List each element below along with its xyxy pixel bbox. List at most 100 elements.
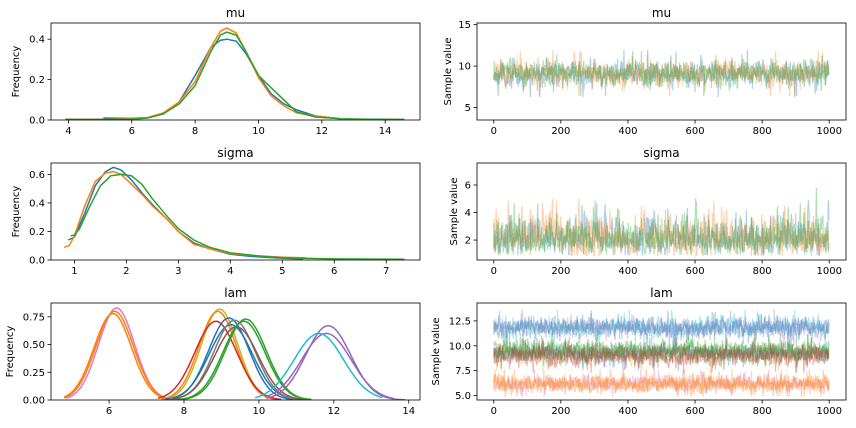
- trace-line: [493, 369, 830, 398]
- x-tick-label: 6: [129, 126, 135, 137]
- kde-line: [70, 173, 405, 260]
- x-tick-label: 600: [685, 406, 704, 417]
- y-tick-label: 4: [465, 208, 471, 219]
- kde-line: [165, 323, 297, 400]
- mu-kde-panel: 4 6 8 10 12 14 0.0 0.2 0.4 mu Frequency: [11, 6, 421, 137]
- kde-line: [176, 320, 312, 400]
- x-tick-label: 4: [227, 266, 233, 277]
- x-tick-label: 200: [551, 406, 570, 417]
- axes-frame: [476, 302, 847, 401]
- mu-trace-series: [493, 49, 830, 98]
- y-tick-label: 7.5: [455, 366, 471, 377]
- trace-line: [493, 369, 830, 397]
- kde-line: [63, 170, 306, 259]
- x-tick-label: 10: [253, 406, 266, 417]
- x-tick-label: 1000: [817, 406, 842, 417]
- trace-line: [493, 51, 830, 97]
- y-axis-label: Sample value: [443, 38, 454, 106]
- kde-line: [266, 332, 394, 400]
- x-tick-label: 4: [65, 126, 71, 137]
- y-axis-label: Frequency: [11, 46, 22, 98]
- y-tick-label: 0.50: [23, 340, 45, 351]
- trace-line: [493, 187, 830, 256]
- trace-line: [493, 309, 830, 347]
- x-tick-label: 3: [175, 266, 181, 277]
- trace-line: [493, 310, 830, 344]
- sigma-trace-series: [493, 187, 830, 258]
- trace-line: [493, 337, 830, 371]
- lam-trace-panel: 0 200 400 600 800 1000 5.0 7.5 10.0 12.5 lam Sample…: [431, 286, 847, 417]
- kde-line: [176, 318, 312, 400]
- x-tick-label: 5: [279, 266, 285, 277]
- kde-line: [103, 38, 338, 120]
- y-tick-label: 10: [458, 62, 471, 73]
- x-tick-label: 14: [402, 406, 415, 417]
- trace-line: [493, 333, 830, 368]
- lam-kde-series: [63, 307, 406, 400]
- x-tick-label: 0: [491, 126, 497, 137]
- x-tick-label: 800: [753, 126, 772, 137]
- kde-line: [161, 310, 282, 400]
- x-tick-label: 400: [618, 266, 637, 277]
- y-tick-label: 10.0: [449, 341, 471, 352]
- x-tick-label: 0: [491, 266, 497, 277]
- x-tick-label: 400: [618, 406, 637, 417]
- chart-title: sigma: [217, 146, 253, 160]
- y-tick-label: 15: [458, 20, 471, 31]
- y-tick-label: 0.4: [29, 35, 45, 46]
- lam-kde-panel: 6 8 10 12 14 0.00 0.25 0.50 0.75 lam Frequency: [5, 286, 421, 417]
- x-tick-label: 6: [331, 266, 337, 277]
- x-tick-label: 14: [379, 126, 392, 137]
- kde-line: [255, 332, 383, 399]
- axes-frame: [476, 162, 847, 261]
- trace-line: [493, 340, 830, 373]
- kde-line: [67, 166, 304, 260]
- kde-line: [65, 307, 173, 400]
- x-tick-label: 1: [71, 266, 77, 277]
- x-tick-label: 6: [106, 406, 112, 417]
- y-tick-label: 5.0: [455, 391, 471, 402]
- chart-title: mu: [652, 6, 671, 20]
- x-tick-label: 0: [491, 406, 497, 417]
- y-axis-label: Sample value: [449, 178, 460, 246]
- x-tick-label: 1000: [817, 266, 842, 277]
- trace-line: [493, 200, 830, 256]
- x-tick-label: 12: [315, 126, 328, 137]
- trace-line: [493, 369, 830, 397]
- y-tick-label: 0.75: [23, 312, 45, 323]
- lam-trace-series: [493, 309, 830, 398]
- trace-line: [493, 337, 830, 368]
- y-tick-label: 5: [465, 103, 471, 114]
- trace-line: [493, 340, 830, 371]
- kde-line: [65, 27, 341, 120]
- mu-trace-panel: 0 200 400 600 800 1000 5 10 15 mu Sample value: [443, 6, 847, 137]
- chart-title: lam: [650, 286, 672, 300]
- y-tick-label: 0.6: [29, 170, 45, 181]
- x-tick-label: 8: [181, 406, 187, 417]
- axes-frame: [476, 22, 847, 121]
- x-tick-label: 8: [192, 126, 198, 137]
- y-tick-label: 0.2: [29, 227, 45, 238]
- x-tick-label: 10: [252, 126, 265, 137]
- kde-line: [157, 320, 282, 400]
- y-axis-label: Sample value: [431, 318, 442, 386]
- x-tick-label: 12: [327, 406, 340, 417]
- y-axis-label: Frequency: [11, 186, 22, 238]
- axes-frame: [50, 162, 421, 261]
- y-tick-label: 0.4: [29, 198, 45, 209]
- x-tick-label: 200: [551, 126, 570, 137]
- y-tick-label: 12.5: [449, 316, 471, 327]
- trace-line: [493, 49, 830, 98]
- x-tick-label: 800: [753, 266, 772, 277]
- y-tick-label: 0.25: [23, 368, 45, 379]
- sigma-kde-panel: 1 2 3 4 5 6 7 0.0 0.2 0.4 0.6 sigma Frequency: [11, 146, 421, 277]
- x-tick-label: 7: [383, 266, 389, 277]
- x-tick-label: 800: [753, 406, 772, 417]
- kde-line: [63, 310, 170, 400]
- x-tick-label: 600: [685, 266, 704, 277]
- mu-kde-series: [65, 27, 405, 120]
- y-axis-label: Frequency: [5, 326, 16, 378]
- y-tick-label: 0.00: [23, 396, 45, 407]
- trace-line: [493, 334, 830, 368]
